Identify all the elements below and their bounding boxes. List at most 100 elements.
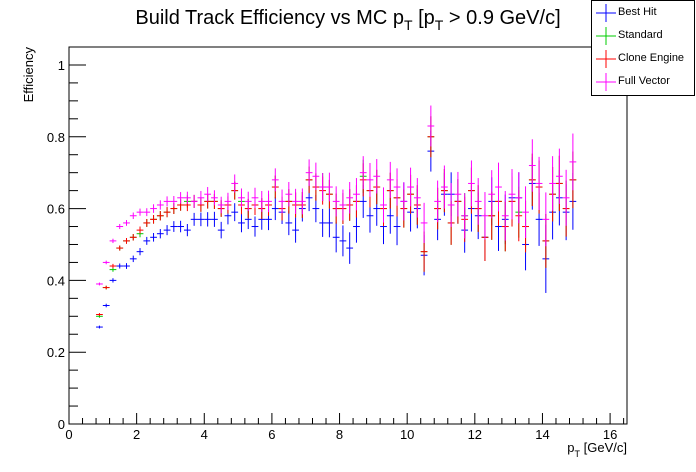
data-point	[501, 190, 509, 241]
data-point	[468, 160, 475, 207]
data-point	[271, 197, 279, 221]
data-point	[244, 191, 252, 212]
data-point	[332, 222, 340, 253]
data-point	[129, 255, 137, 263]
data-point	[136, 208, 144, 216]
legend-item-clone-engine: Clone Engine	[592, 48, 694, 70]
x-axis: 0 2 4 6 8 10 12 14 16	[65, 413, 625, 442]
data-point	[528, 139, 536, 192]
data-point	[285, 210, 293, 236]
data-point	[102, 285, 110, 290]
data-point	[116, 245, 124, 251]
x-tick-label: 12	[468, 427, 482, 442]
data-point	[96, 313, 103, 316]
data-point	[441, 165, 448, 209]
data-point	[156, 229, 164, 239]
data-point	[346, 232, 354, 264]
data-point	[495, 162, 502, 212]
data-point	[136, 248, 144, 256]
data-point	[123, 220, 130, 226]
data-point	[109, 238, 117, 244]
data-point	[204, 212, 212, 227]
x-tick-label: 14	[535, 427, 549, 442]
data-point	[508, 169, 516, 220]
y-tick-label: 0	[58, 417, 65, 432]
y-tick-label: 0.6	[47, 202, 65, 217]
data-point	[393, 168, 401, 206]
data-point	[373, 159, 381, 194]
data-point	[400, 182, 408, 221]
legend-label: Best Hit	[618, 6, 657, 18]
legend-item-full-vector: Full Vector	[592, 71, 694, 93]
data-point	[204, 187, 212, 202]
data-point	[143, 218, 151, 227]
legend-symbol-clone-engine	[596, 50, 616, 68]
data-point	[346, 182, 354, 214]
data-point	[488, 170, 496, 219]
legend-label: Standard	[618, 29, 663, 41]
data-point	[102, 260, 110, 265]
data-point	[211, 190, 218, 206]
data-point	[555, 148, 563, 204]
data-point	[129, 234, 137, 241]
data-point	[150, 215, 157, 224]
data-point	[109, 263, 117, 269]
data-point	[251, 216, 259, 237]
data-point	[96, 325, 103, 329]
legend-item-standard: Standard	[592, 25, 694, 47]
data-point	[190, 194, 198, 208]
data-point	[217, 196, 225, 214]
data-point	[386, 161, 394, 198]
legend-symbol-standard	[596, 27, 616, 45]
data-point	[163, 225, 171, 236]
data-point	[298, 188, 306, 215]
series-full-vector	[96, 105, 577, 286]
data-point	[183, 191, 191, 204]
data-point	[549, 156, 556, 211]
y-axis: 0 0.2 0.4 0.6 0.8 1	[47, 46, 86, 432]
data-point	[150, 204, 157, 213]
data-point	[217, 221, 225, 239]
data-point	[143, 236, 151, 245]
x-tick-label: 10	[400, 427, 414, 442]
data-point	[109, 278, 117, 283]
data-point	[312, 162, 320, 190]
data-point	[123, 263, 130, 269]
data-point	[285, 182, 293, 207]
data-point	[156, 200, 164, 210]
y-tick-label: 1	[58, 58, 65, 73]
legend-item-best-hit: Best Hit	[592, 2, 694, 24]
data-point	[359, 156, 367, 190]
data-point	[163, 207, 171, 218]
data-point	[454, 171, 462, 217]
data-point	[366, 162, 374, 197]
data-point	[474, 178, 482, 225]
data-point	[265, 190, 272, 213]
data-point	[238, 213, 245, 233]
legend-symbol-full-vector	[596, 73, 616, 91]
data-point	[170, 221, 178, 232]
chart-title: Build Track Efficiency vs MC pT [pT > 0.…	[135, 7, 560, 33]
y-tick-label: 0.8	[47, 130, 65, 145]
data-point	[136, 226, 144, 234]
data-point	[515, 172, 523, 224]
data-point	[326, 208, 333, 238]
data-point	[156, 211, 164, 221]
data-point	[434, 180, 441, 223]
data-point	[562, 169, 570, 226]
data-point	[305, 159, 313, 186]
data-point	[224, 192, 232, 211]
data-point	[353, 178, 360, 211]
x-tick-label: 2	[133, 427, 140, 442]
x-tick-label: 8	[336, 427, 343, 442]
legend-symbol-best-hit	[596, 4, 616, 22]
data-point	[177, 192, 184, 204]
data-point	[177, 220, 184, 233]
data-point	[481, 192, 489, 240]
data-point	[522, 186, 529, 239]
data-point	[271, 168, 279, 192]
data-point	[258, 190, 266, 212]
x-tick-label: 4	[201, 427, 208, 442]
